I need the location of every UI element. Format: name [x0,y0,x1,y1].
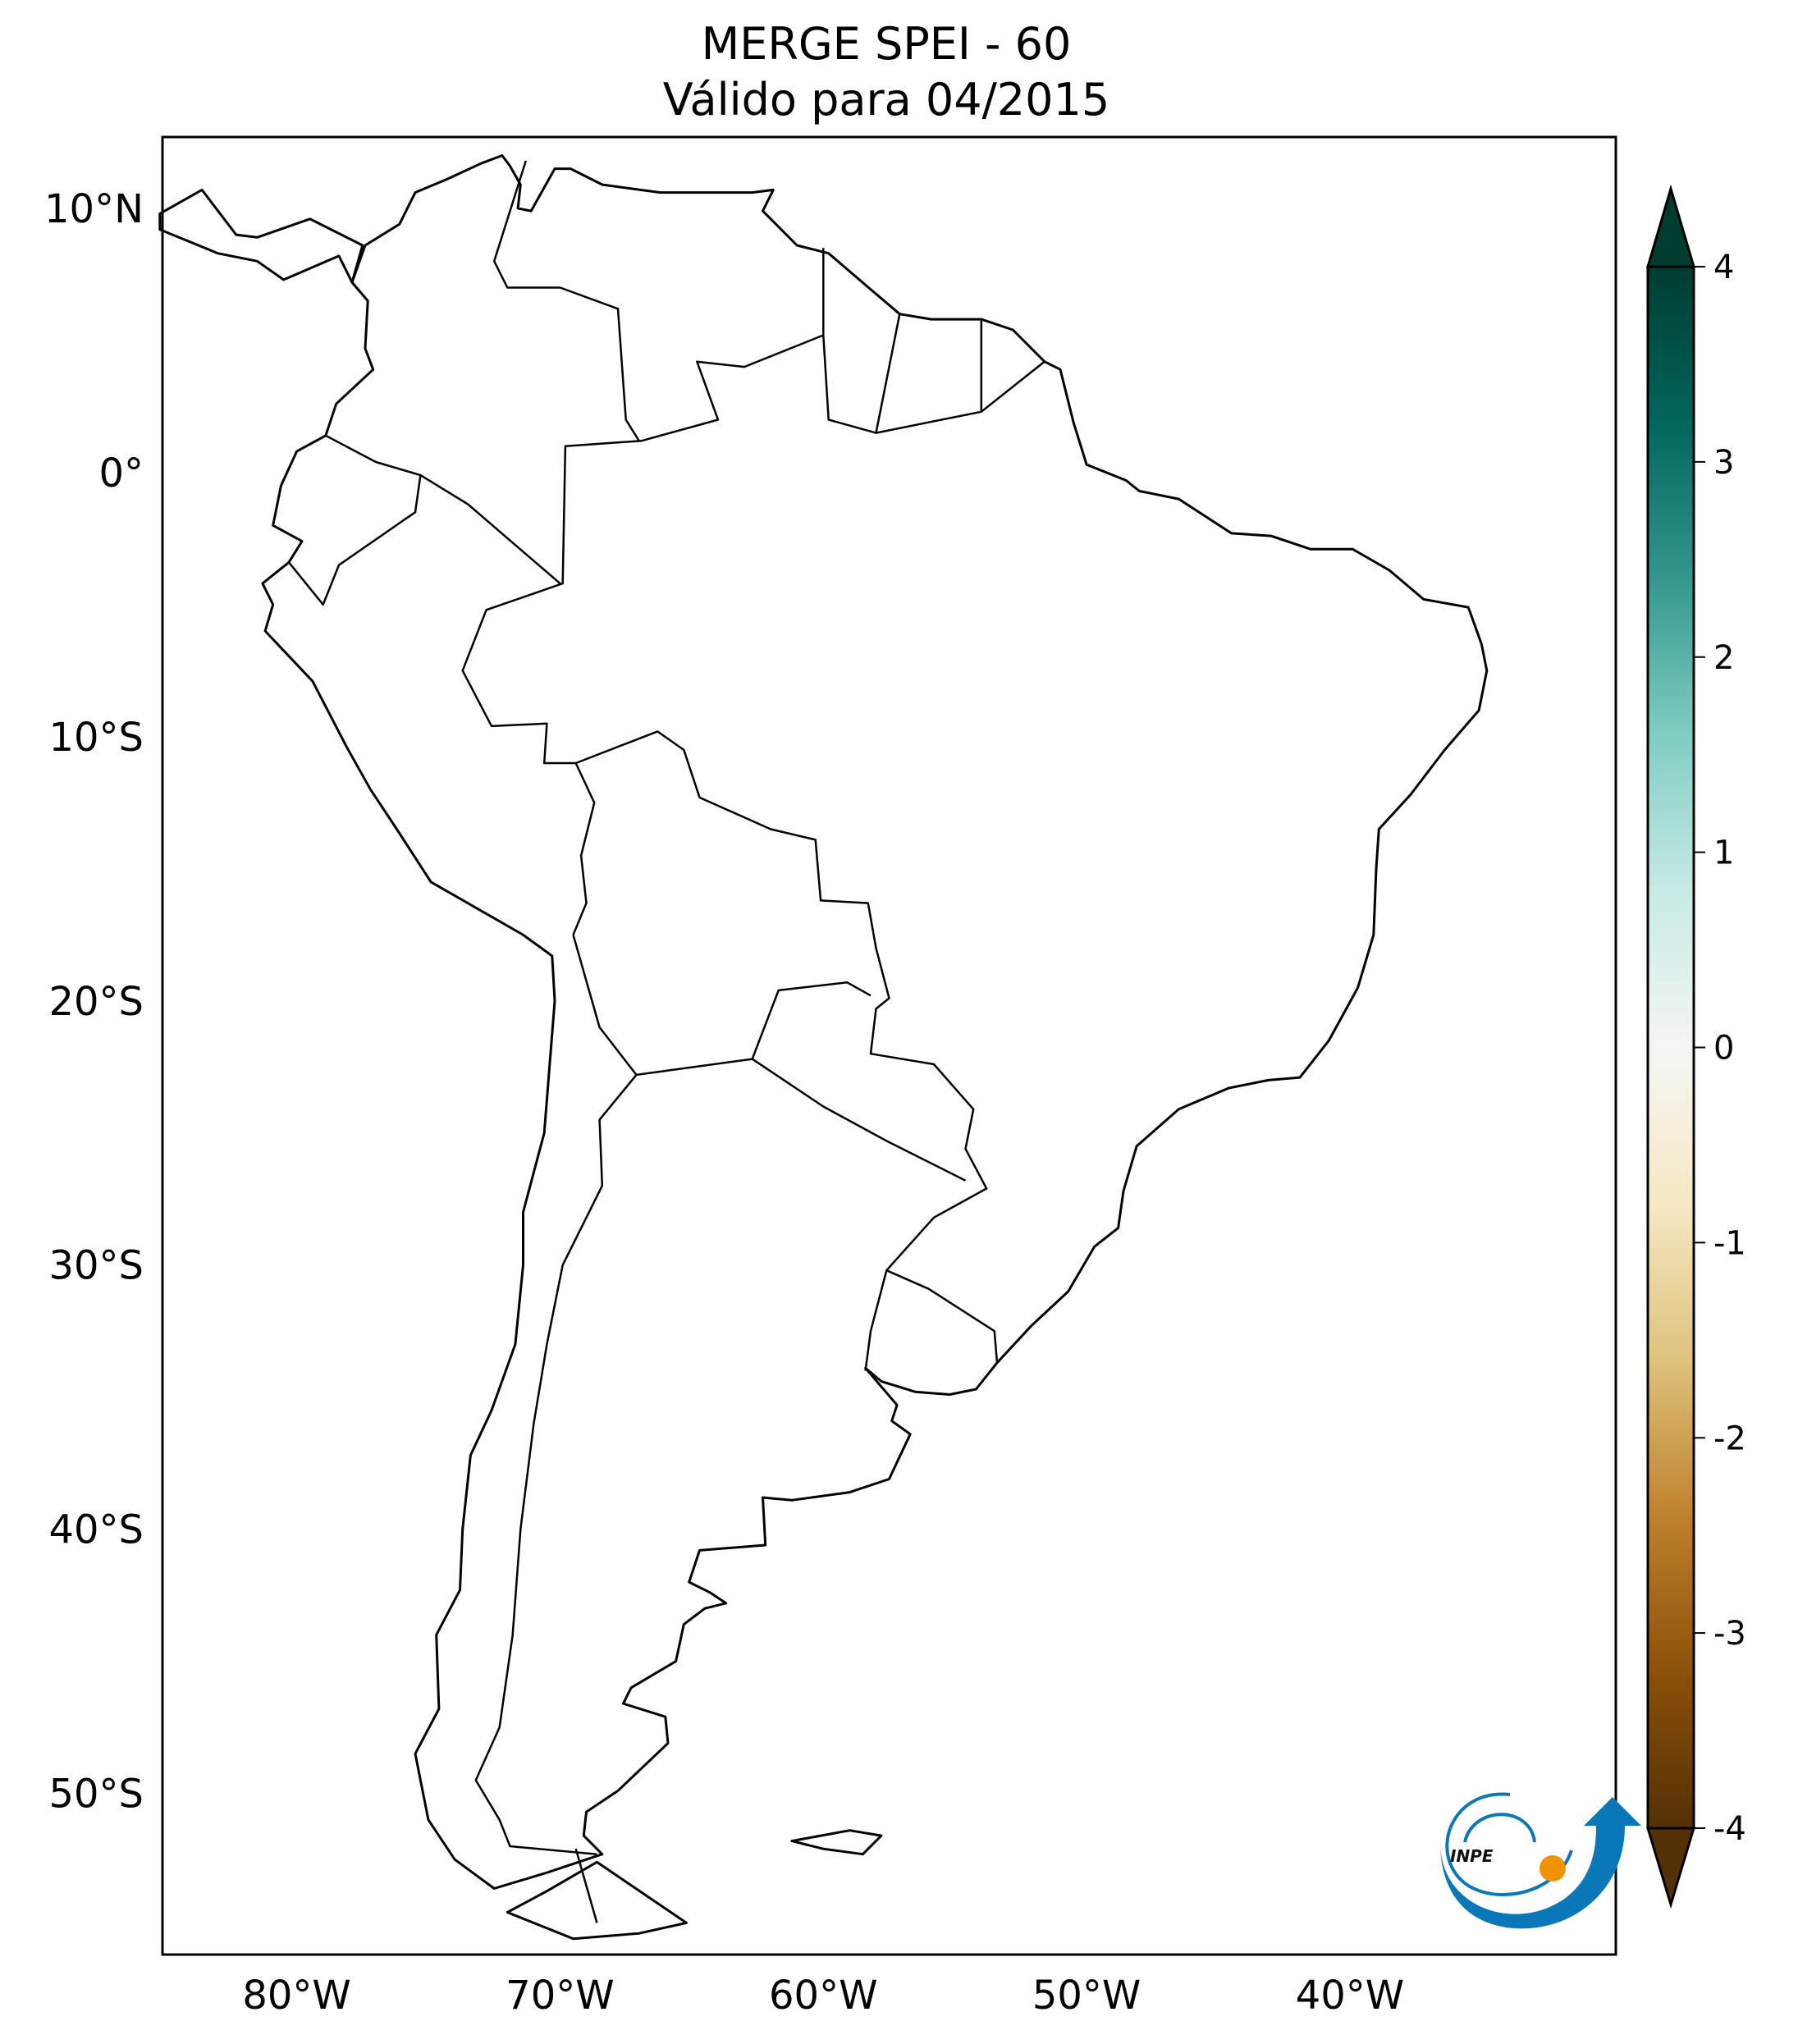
spei-anomaly-patch [547,1569,679,1700]
colorbar-tick-label: -2 [1713,1420,1746,1457]
field-base [162,137,1616,1955]
coastline [506,1860,688,1941]
spei-anomaly-patch [587,975,666,1132]
y-tick-label: 0° [98,450,144,496]
spei-anomaly-patch [744,605,849,710]
x-axis: 80°W 70°W 60°W 50°W 40°W [242,1973,1404,2019]
spei-field [162,137,1616,1955]
spei-anomaly-patch [428,1662,481,1819]
svg-text:INPE: INPE [1450,1846,1494,1866]
colorbar-tick-label: -4 [1713,1810,1746,1848]
border-line [875,313,901,433]
colorbar-tick-label: 4 [1713,249,1734,286]
colorbar-extend-min [1645,1827,1696,1909]
spei-anomaly-patch [1087,658,1192,816]
y-tick-label: 30°S [48,1243,144,1289]
coastline [790,1829,883,1856]
spei-anomaly-patch [652,1133,784,1291]
x-tick-label: 50°W [1032,1973,1141,2019]
border-line [752,1058,967,1182]
spei-anomaly-patch [587,790,744,948]
spei-anomaly-patch [363,235,547,446]
coastline [158,188,364,284]
spei-anomaly-patch [823,1213,928,1318]
border-line [325,434,421,477]
spei-anomaly-patch [718,526,823,631]
colorbar-tick-label: -3 [1713,1615,1746,1653]
map-frame [161,135,1617,1956]
border-line [492,160,640,441]
chart-title: MERGE SPEI - 60 [701,18,1072,70]
y-tick-label: 20°S [48,979,144,1025]
spei-anomaly-patch [639,1292,797,1397]
border-line [461,334,1045,1363]
colorbar-tick-label: 0 [1713,1030,1734,1068]
colorbar: 4 3 2 1 0 -1 -2 -3 -4 [1645,184,1746,1909]
colorbar-tick-label: -1 [1713,1224,1746,1262]
y-tick-label: 50°S [48,1772,144,1818]
border-line [474,934,638,1855]
chart-subtitle: Válido para 04/2015 [662,74,1110,126]
colorbar-tick-label: 1 [1713,835,1734,872]
y-tick-label: 40°S [48,1507,144,1553]
colorbar-extend-max [1645,184,1696,268]
y-axis: 10°N 0° 10°S 20°S 30°S 40°S 50°S [44,186,144,1818]
y-tick-label: 10°N [44,186,144,232]
spei-anomaly-patch [336,433,468,565]
coastlines [158,154,1489,1941]
y-tick-label: 10°S [48,715,144,761]
border-line [636,981,872,1077]
x-tick-label: 70°W [506,1973,615,2019]
spei-anomaly-patch [1245,605,1455,762]
border-line [574,1848,598,1923]
coastline [261,154,1489,1890]
country-borders [288,160,1045,1923]
border-line [288,473,561,606]
border-line [572,762,596,935]
inpe-logo: INPE [1440,1792,1641,1929]
spei-anomaly-patch [613,314,718,419]
spei-anomaly-patch [850,764,1060,921]
spei-anomaly-patch [929,526,1087,684]
x-tick-label: 60°W [769,1973,878,2019]
colorbar-gradient [1646,265,1695,1830]
x-tick-label: 40°W [1296,1973,1405,2019]
colorbar-tick-label: 3 [1713,444,1734,482]
spei-anomaly-patch [1166,869,1324,1027]
colorbar-tick-label: 2 [1713,639,1734,677]
x-tick-label: 80°W [242,1973,351,2019]
spei-anomaly-patch [1008,843,1113,948]
border-line [864,1269,888,1371]
